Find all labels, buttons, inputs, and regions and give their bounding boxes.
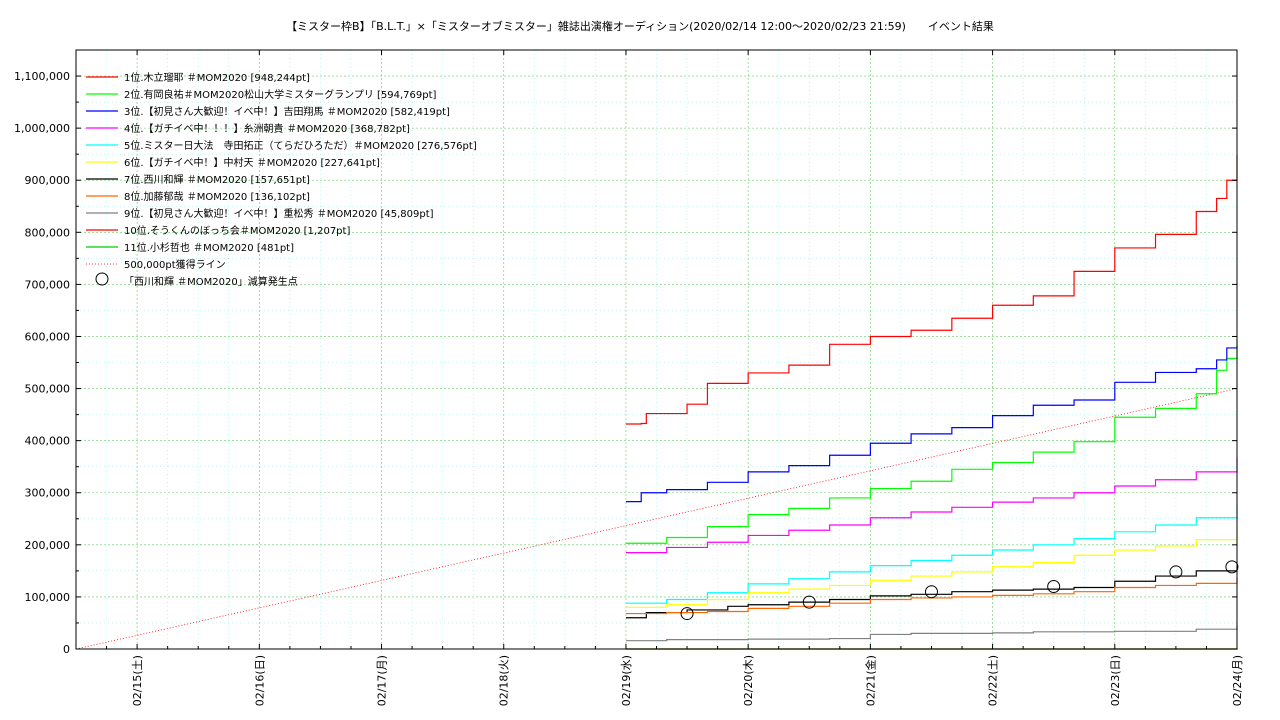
x-tick-label: 02/20(木) [742, 655, 755, 706]
y-tick-label: 0 [63, 643, 70, 656]
y-tick-label: 200,000 [25, 539, 71, 552]
series-line-6 [625, 530, 1238, 608]
legend-label: 5位.ミスター日大法 寺田拓正（てらだひろただ）＃MOM2020 [276,57… [124, 139, 477, 152]
y-tick-label: 1,100,000 [14, 70, 70, 83]
x-axis: 02/15(土) 02/16(日) 02/17(月) 02/18(火) 02/19(水)… [106, 50, 1244, 706]
legend-marker-icon [95, 272, 109, 286]
decrement-marker [680, 607, 694, 621]
x-tick-label: 02/16(日) [253, 655, 266, 706]
decrement-marker [802, 595, 816, 609]
y-tick-label: 100,000 [25, 591, 71, 604]
plot-frame [75, 49, 1238, 650]
decrement-marker [1225, 560, 1239, 574]
legend: 1位.木立瑠耶 ＃MOM2020 [948,244pt] 2位.有岡良祐＃MOM2… [86, 71, 477, 288]
decrement-marker [1169, 565, 1183, 579]
y-tick-label: 700,000 [25, 278, 71, 291]
reference-line-500000 [75, 388, 1238, 650]
chart-title: 【ミスター枠B】「B.L.T.」×「ミスターオブミスター」雑誌出演権オーディショ… [286, 20, 994, 33]
decrement-marker [1047, 579, 1061, 593]
legend-label: 6位.【ガチイベ中！】中村天 ＃MOM2020 [227,641pt] [124, 156, 380, 169]
series-line-8 [625, 578, 1238, 615]
y-axis: 0 100,000 200,000 300,000 400,000 500,000 600,… [14, 70, 1237, 656]
y-tick-label: 300,000 [25, 487, 71, 500]
legend-label: 7位.西川和輝 ＃MOM2020 [157,651pt] [124, 173, 310, 186]
decrement-marker [924, 585, 938, 599]
marker-layer [680, 560, 1239, 621]
legend-label: 11位.小杉哲也 ＃MOM2020 [481pt] [124, 241, 294, 254]
legend-label: 1位.木立瑠耶 ＃MOM2020 [948,244pt] [124, 71, 310, 84]
x-tick-label: 02/15(土) [131, 655, 144, 706]
x-tick-label: 02/24(月) [1231, 655, 1244, 706]
y-tick-label: 600,000 [25, 330, 71, 343]
legend-label: 4位.【ガチイベ中！！！】糸洲朝貴 ＃MOM2020 [368,782pt] [124, 122, 410, 135]
series-line-9 [625, 625, 1238, 642]
series-line-7 [625, 566, 1238, 619]
legend-label: 10位.そうくんのぼっち会＃MOM2020 [1,207pt] [124, 224, 350, 237]
x-tick-label: 02/19(水) [620, 655, 633, 706]
y-tick-label: 800,000 [25, 226, 71, 239]
x-tick-label: 02/22(土) [987, 655, 1000, 706]
legend-label: 「西川和輝 ＃MOM2020」減算発生点 [124, 275, 298, 288]
legend-label: 2位.有岡良祐＃MOM2020松山大学ミスターグランプリ [594,769pt] [124, 88, 437, 101]
series-line-4 [625, 456, 1238, 554]
legend-label: 3位.【初見さん大歓迎！イベ中！】吉田翔馬 ＃MOM2020 [582,419p… [124, 105, 450, 118]
legend-label: 8位.加藤郁哉 ＃MOM2020 [136,102pt] [124, 190, 310, 203]
series-line-1 [625, 155, 1238, 425]
series-line-2 [625, 339, 1238, 544]
y-tick-label: 400,000 [25, 435, 71, 448]
y-tick-label: 900,000 [25, 174, 71, 187]
x-tick-label: 02/21(金) [863, 655, 877, 706]
grid [76, 50, 1238, 649]
legend-label: 500,000pt獲得ライン [124, 258, 226, 271]
y-tick-label: 500,000 [25, 383, 71, 396]
reference-line-layer [75, 388, 1238, 650]
x-tick-label: 02/17(月) [376, 655, 389, 706]
x-tick-label: 02/23(日) [1109, 655, 1122, 706]
y-tick-label: 1,000,000 [14, 122, 70, 135]
x-tick-label: 02/18(火) [498, 655, 511, 706]
series-line-3 [625, 345, 1238, 503]
legend-label: 9位.【初見さん大歓迎！イベ中！】重松秀 ＃MOM2020 [45,809pt] [124, 207, 434, 220]
